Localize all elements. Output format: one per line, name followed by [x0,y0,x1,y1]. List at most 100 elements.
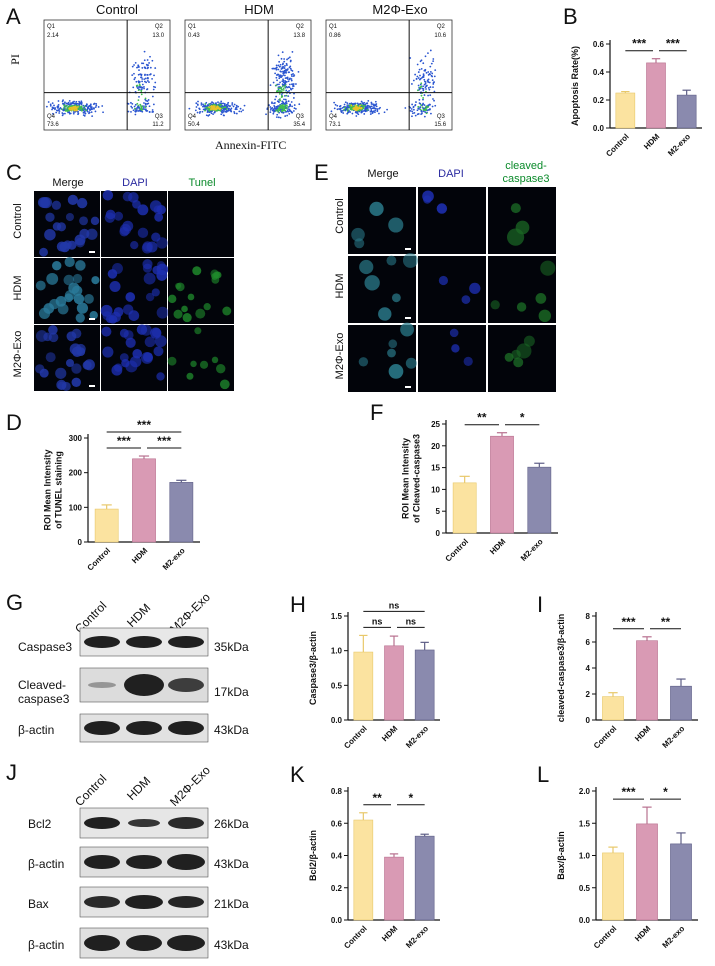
flow-event [411,112,414,115]
flow-event [422,75,425,77]
flow-event [422,89,425,92]
cell-nucleus [195,308,206,319]
flow-event [284,74,286,77]
y-axis-label: of Cleaved-caspase3 [412,434,422,523]
blot-band [88,682,116,688]
flow-event [290,88,293,91]
sig-label: ns [372,616,383,626]
cell-nucleus [142,259,153,270]
flow-event [213,111,216,114]
flow-q2-value: 13.0 [152,33,164,39]
scale-bar [89,251,95,253]
flow-event [188,107,191,110]
blot-strip [79,667,209,703]
cell-nucleus [222,306,232,316]
flow-event [95,103,98,105]
y-tick-label: 0.8 [331,787,343,796]
panel-letter-l: L [537,762,550,787]
flow-event [420,82,423,85]
flow-event [284,115,287,117]
flow-event [133,78,136,81]
flow-event [280,90,282,93]
flow-event [282,108,285,110]
flow-event [63,104,66,107]
blot-band [126,935,162,951]
flow-event [361,102,364,104]
flow-event [288,78,291,81]
blot-j-lane-control: Control [72,771,110,809]
cell-nucleus [111,364,123,376]
cell-nucleus [156,372,165,381]
flow-event [346,104,349,107]
cell-nucleus [76,197,88,209]
flow-event [285,100,288,103]
flow-event [215,106,217,109]
flow-event [137,99,140,101]
flow-event [418,98,421,101]
flow-event [208,114,211,116]
flow-event [140,76,143,79]
caspase-image-grid [348,187,556,392]
chart-cleaved-intensity: 0 5 10 15 20 25 ROI Mean Intensity of Cleaved-c… [401,411,558,564]
flow-event [281,95,284,98]
blot-band [124,674,164,696]
flow-event [62,99,64,102]
flow-event [434,104,437,107]
flow-event [290,101,293,103]
flow-event [54,107,57,109]
flow-event [145,110,148,112]
flow-event [277,73,279,76]
x-tick-label: M2-exo [666,132,692,158]
flow-event [135,80,138,83]
bar-control [615,92,636,129]
cell-nucleus [211,275,220,284]
flow-event [218,108,221,111]
flow-event [151,77,153,80]
flow-event [404,107,407,109]
flow-event [429,71,432,73]
y-tick-label: 10 [431,485,440,494]
flow-event [141,108,143,111]
flow-event [73,107,75,109]
flow-q2-value: 13.8 [293,33,305,39]
flow-event [428,81,431,84]
blot-g-label-cleaved: Cleaved- caspase3 [18,678,70,706]
flow-event [278,60,281,63]
flow-event [282,111,285,114]
casp-row-control: Control [334,198,346,234]
flow-event [433,81,435,83]
cell-nucleus [181,305,188,313]
flow-event [422,98,424,101]
flow-event [287,106,290,108]
flow-event [276,79,278,82]
flow-event [230,107,233,110]
flow-event [212,113,215,116]
flow-event [427,52,429,55]
bar-m2-exo [670,685,692,721]
flow-event [84,112,87,115]
panel-letter-b: B [563,4,578,29]
flow-event [53,104,55,107]
flow-event [280,68,283,70]
cell-nucleus [44,228,56,241]
cell-nucleus [79,216,88,226]
flow-event [276,100,279,103]
flow-event [202,103,204,106]
blot-g-kda-cleaved: 17kDa [214,685,249,699]
flow-event [243,104,246,107]
flow-event [141,83,144,86]
flow-event [282,103,285,106]
flow-event [373,106,375,109]
flow-event [278,108,281,111]
flow-event [283,58,286,60]
flow-q4-value: 50.4 [188,122,200,128]
bar-hdm [646,62,666,129]
flow-event [85,109,88,112]
flow-event [137,110,140,112]
blot-band [125,895,163,909]
flow-event [424,109,427,112]
flow-event [51,112,54,115]
bar-hdm [636,640,658,721]
flow-event [140,89,143,92]
flow-event [68,107,71,110]
